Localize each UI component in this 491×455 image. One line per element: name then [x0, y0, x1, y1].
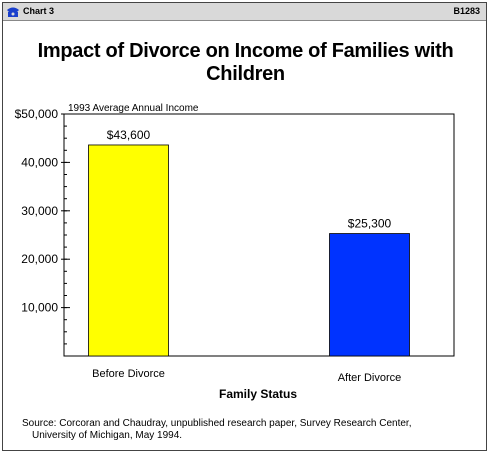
phone-icon [7, 7, 19, 17]
data-label: $43,600 [107, 128, 151, 142]
chart-subtitle: 1993 Average Annual Income [68, 103, 199, 114]
chart-title: Impact of Divorce on Income of Families … [37, 40, 454, 85]
y-tick-label: 40,000 [21, 155, 58, 169]
x-axis-label: Family Status [219, 387, 297, 401]
source-line-1: Source: Corcoran and Chaudray, unpublish… [22, 418, 412, 429]
chart-code: B1283 [453, 6, 480, 16]
y-tick-label: $50,000 [15, 107, 59, 121]
window-titlebar[interactable]: Chart 3 B1283 [3, 3, 486, 21]
bar-before-divorce [88, 144, 169, 357]
x-tick-label: After Divorce [338, 372, 402, 384]
y-tick-label: 10,000 [21, 301, 58, 315]
window-title: Chart 3 [23, 6, 55, 16]
chart-window: Chart 3 B1283 [2, 2, 487, 451]
y-tick-label: 20,000 [21, 252, 58, 266]
x-tick-label: Before Divorce [92, 368, 165, 380]
data-label: $25,300 [348, 217, 392, 231]
y-tick-label: 30,000 [21, 204, 58, 218]
source-line-2: University of Michigan, May 1994. [32, 430, 183, 441]
source-note: Source: Corcoran and Chaudray, unpublish… [22, 418, 472, 442]
bar-after-divorce [329, 233, 410, 357]
